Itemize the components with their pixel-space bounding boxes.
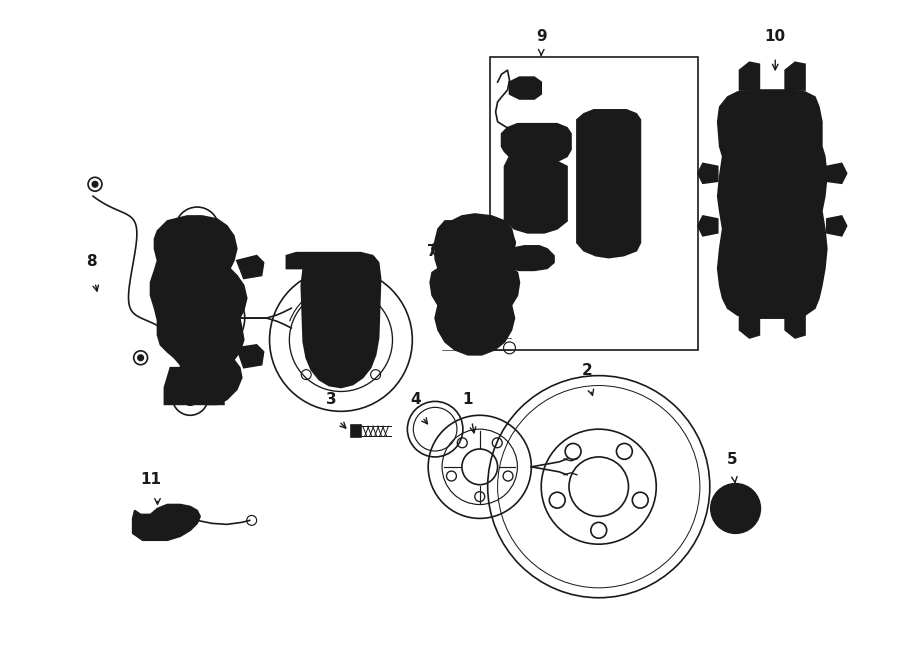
Polygon shape [501,124,571,163]
Polygon shape [505,157,567,233]
Polygon shape [351,425,361,437]
Text: 11: 11 [140,472,161,486]
Text: 2: 2 [581,363,592,377]
Polygon shape [509,77,541,99]
Polygon shape [785,62,805,90]
Polygon shape [237,256,264,278]
Text: 4: 4 [410,393,420,407]
Bar [515,176,559,218]
Circle shape [711,484,760,533]
Text: 5: 5 [727,452,738,467]
Polygon shape [577,110,641,258]
Polygon shape [132,504,200,540]
Polygon shape [717,90,827,318]
Polygon shape [740,62,760,90]
Polygon shape [500,246,554,270]
Text: 9: 9 [536,30,546,44]
Text: 3: 3 [326,393,337,407]
Polygon shape [827,163,847,183]
Text: 1: 1 [463,393,473,407]
Text: 7: 7 [427,244,437,258]
Polygon shape [286,253,381,387]
Polygon shape [698,163,717,183]
Polygon shape [740,308,760,338]
Text: 8: 8 [86,254,96,268]
Polygon shape [150,216,247,405]
Circle shape [92,181,98,187]
Bar [490,58,698,350]
Polygon shape [827,216,847,236]
Polygon shape [165,368,224,405]
Text: 10: 10 [765,30,786,44]
Polygon shape [698,216,717,236]
Text: 6: 6 [318,280,328,295]
Polygon shape [430,214,519,355]
Polygon shape [237,345,264,368]
Circle shape [138,355,144,361]
Polygon shape [785,308,805,338]
